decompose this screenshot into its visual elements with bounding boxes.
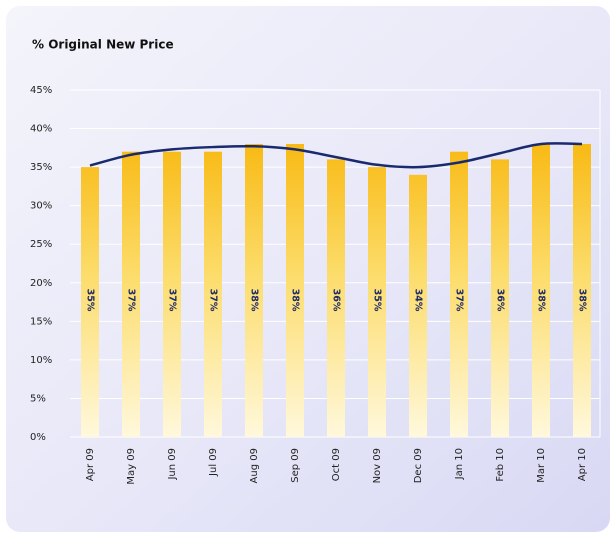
- bar: [286, 143, 304, 437]
- bar: [450, 151, 468, 437]
- x-tick-label: Mar 10: [536, 448, 547, 483]
- bar: [409, 174, 427, 438]
- x-tick-label: May 09: [126, 448, 137, 485]
- y-tick-label: 45%: [30, 85, 52, 96]
- value-label: 38%: [290, 289, 301, 312]
- x-tick-label: Jan 10: [454, 448, 465, 480]
- y-tick-label: 35%: [30, 162, 52, 173]
- x-tick-label: Jun 09: [167, 448, 178, 481]
- x-tick-label: Aug 09: [249, 448, 260, 483]
- value-label: 37%: [167, 289, 178, 312]
- y-tick-label: 25%: [30, 239, 52, 250]
- trend-line: [89, 142, 583, 169]
- value-label: 37%: [454, 289, 465, 312]
- x-tick-label: Oct 09: [331, 448, 342, 481]
- value-label: 35%: [372, 289, 383, 312]
- bar: [245, 143, 263, 437]
- bar: [491, 159, 509, 437]
- x-tick-label: Dec 09: [413, 448, 424, 483]
- y-tick-label: 40%: [30, 124, 52, 135]
- x-tick-label: Sep 09: [290, 448, 301, 483]
- bar: [122, 151, 140, 437]
- value-label: 36%: [331, 289, 342, 312]
- y-tick-label: 0%: [30, 432, 46, 443]
- bar: [163, 151, 181, 437]
- value-label: 37%: [126, 289, 137, 312]
- bar: [573, 143, 591, 437]
- value-label: 34%: [413, 289, 424, 312]
- y-tick-label: 10%: [30, 355, 52, 366]
- bar: [81, 167, 99, 437]
- value-label: 36%: [495, 289, 506, 312]
- chart-title: % Original New Price: [32, 38, 174, 52]
- x-tick-label: Apr 09: [85, 448, 96, 481]
- y-tick-label: 20%: [30, 278, 52, 289]
- bar: [368, 167, 386, 437]
- bar: [532, 143, 550, 437]
- value-label: 37%: [208, 289, 219, 312]
- y-tick-label: 15%: [30, 316, 52, 327]
- value-label: 38%: [249, 289, 260, 312]
- x-tick-label: Nov 09: [372, 448, 383, 483]
- y-tick-label: 5%: [30, 393, 46, 404]
- value-label: 35%: [85, 289, 96, 312]
- x-tick-label: Apr 10: [577, 448, 588, 481]
- x-tick-label: Feb 10: [495, 448, 506, 482]
- y-tick-label: 30%: [30, 201, 52, 212]
- bar: [204, 151, 222, 437]
- value-label: 38%: [577, 289, 588, 312]
- value-label: 38%: [536, 289, 547, 312]
- bar: [327, 159, 345, 437]
- x-tick-label: Jul 09: [208, 448, 219, 477]
